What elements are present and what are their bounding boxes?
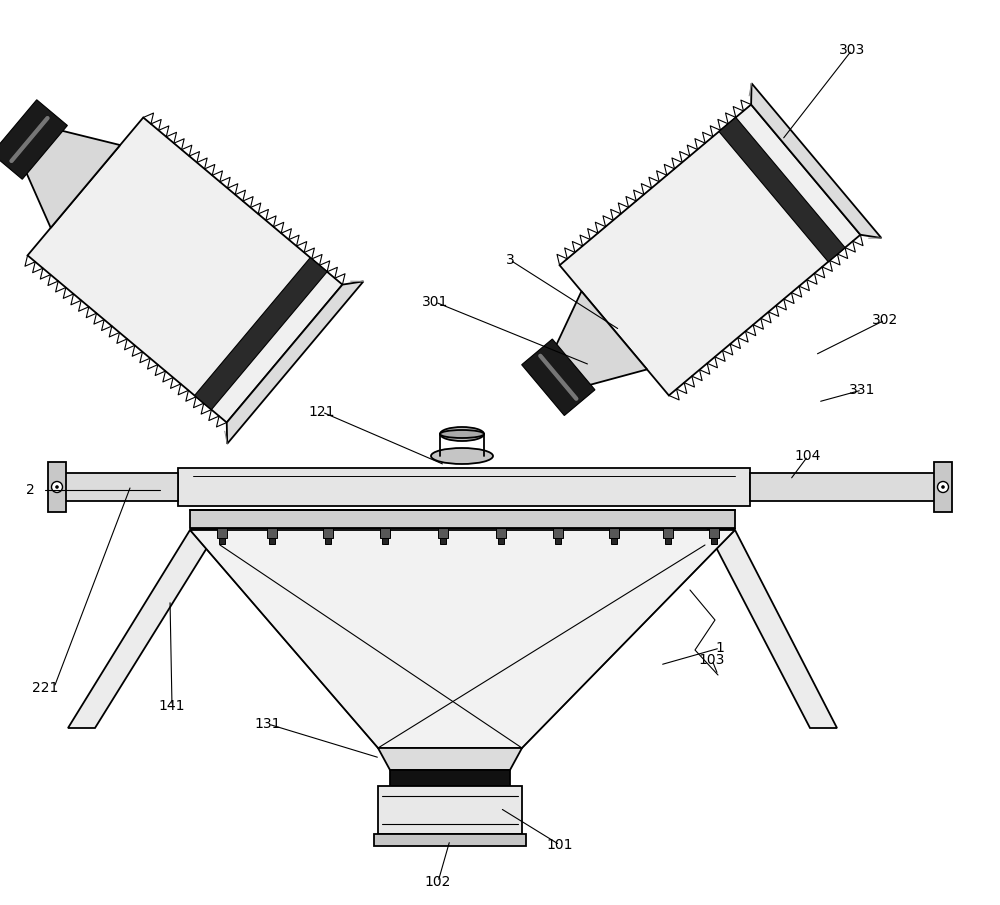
Text: 3: 3 <box>506 253 514 267</box>
Bar <box>663 528 673 538</box>
Text: 101: 101 <box>547 838 573 852</box>
Polygon shape <box>227 281 363 443</box>
Polygon shape <box>374 834 526 846</box>
Bar <box>611 538 617 544</box>
Bar <box>609 528 619 538</box>
Text: 104: 104 <box>795 449 821 463</box>
Polygon shape <box>378 786 522 834</box>
Bar <box>711 538 717 544</box>
Bar <box>325 538 331 544</box>
Text: 302: 302 <box>872 313 898 327</box>
Polygon shape <box>556 291 647 386</box>
Polygon shape <box>68 530 218 728</box>
Bar <box>380 528 390 538</box>
Text: 131: 131 <box>255 717 281 731</box>
Text: 1: 1 <box>716 641 724 655</box>
Bar <box>438 528 448 538</box>
Polygon shape <box>934 462 952 512</box>
Text: 121: 121 <box>309 405 335 419</box>
Polygon shape <box>560 105 860 395</box>
Bar <box>219 538 225 544</box>
Bar <box>555 538 561 544</box>
Bar <box>665 538 671 544</box>
Polygon shape <box>48 462 66 512</box>
Bar <box>323 528 333 538</box>
Polygon shape <box>52 473 178 501</box>
Circle shape <box>52 481 62 492</box>
Text: 301: 301 <box>422 295 448 309</box>
Polygon shape <box>178 468 750 506</box>
Text: 331: 331 <box>849 383 875 397</box>
Polygon shape <box>28 118 342 423</box>
Bar <box>269 538 275 544</box>
Ellipse shape <box>440 430 484 438</box>
Bar <box>709 528 719 538</box>
Polygon shape <box>378 748 522 770</box>
Bar <box>440 538 446 544</box>
Polygon shape <box>750 473 948 501</box>
Circle shape <box>941 485 945 489</box>
Polygon shape <box>190 530 735 748</box>
Polygon shape <box>522 339 595 415</box>
Bar <box>498 538 504 544</box>
Circle shape <box>938 481 948 492</box>
Bar <box>496 528 506 538</box>
Polygon shape <box>26 130 120 228</box>
Polygon shape <box>190 510 735 528</box>
Ellipse shape <box>431 448 493 464</box>
Text: 2: 2 <box>26 483 34 497</box>
Polygon shape <box>0 100 67 179</box>
Polygon shape <box>751 83 881 238</box>
Text: 102: 102 <box>425 875 451 889</box>
Polygon shape <box>195 258 327 410</box>
Bar <box>553 528 563 538</box>
Text: 221: 221 <box>32 681 58 695</box>
Circle shape <box>55 485 59 489</box>
Text: 141: 141 <box>159 699 185 713</box>
Ellipse shape <box>440 427 484 441</box>
Text: 303: 303 <box>839 43 865 57</box>
Polygon shape <box>390 770 510 786</box>
Bar <box>217 528 227 538</box>
Bar <box>267 528 277 538</box>
Bar <box>382 538 388 544</box>
Polygon shape <box>707 530 837 728</box>
Text: 103: 103 <box>699 653 725 667</box>
Polygon shape <box>719 118 845 262</box>
